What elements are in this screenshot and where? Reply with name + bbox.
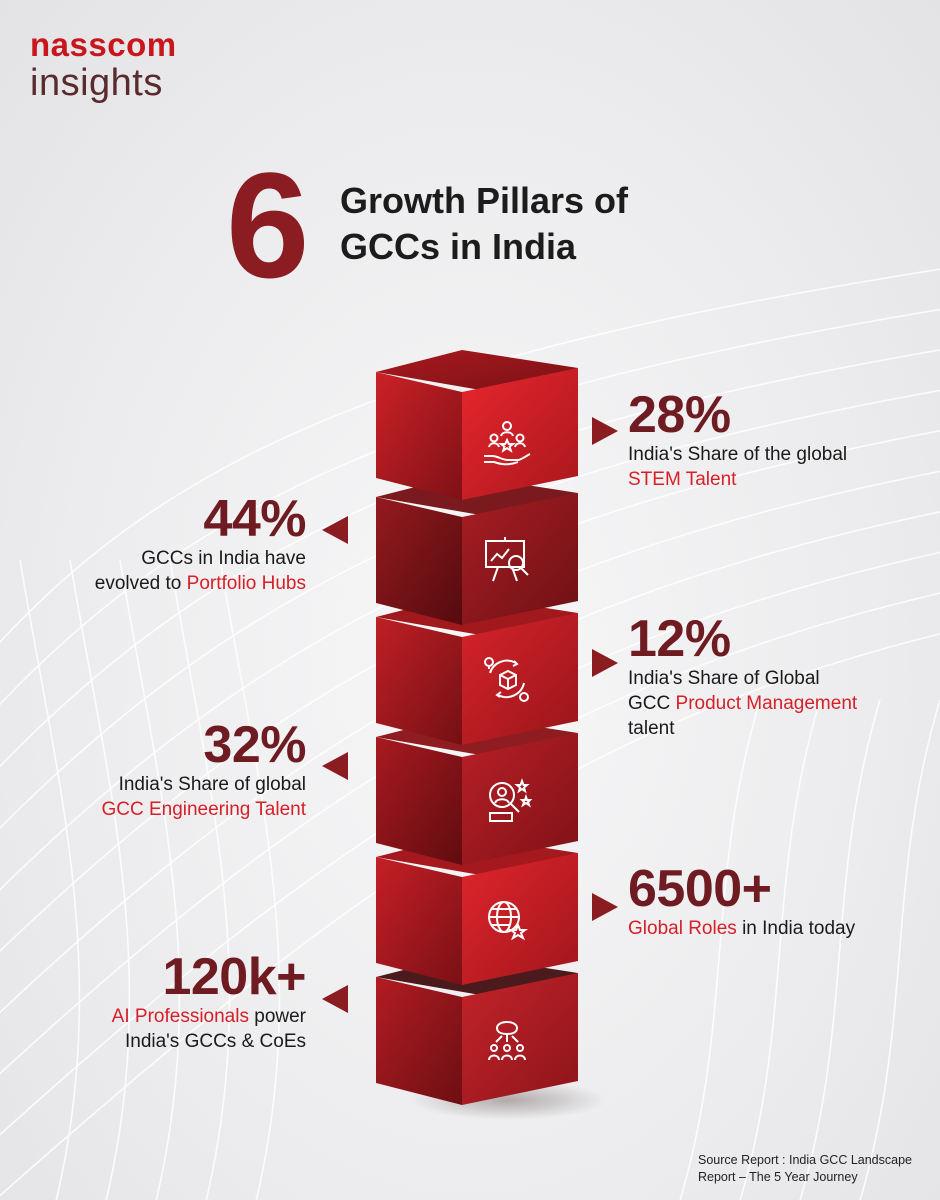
page-title: Growth Pillars of GCCs in India <box>340 178 628 270</box>
stat-engineering-talent: 32% India's Share of global GCC Engineer… <box>101 718 306 822</box>
arrow-pillar-6 <box>322 985 348 1013</box>
title-number: 6 <box>226 141 310 309</box>
stat-highlight: AI Professionals <box>111 1006 249 1027</box>
stat-value: 44% <box>203 490 306 548</box>
stat-highlight: Product Management <box>675 693 858 714</box>
stat-value: 28% <box>628 386 731 444</box>
arrow-pillar-4 <box>322 752 348 780</box>
arrow-pillar-3 <box>592 649 618 677</box>
stat-global-roles: 6500+ Global Roles in India today <box>628 862 855 941</box>
talent-hand-stars-icon <box>484 421 531 466</box>
stat-highlight: Portfolio Hubs <box>186 573 306 594</box>
stat-value: 120k+ <box>162 948 306 1006</box>
stat-description: India's Share of the global STEM Talent <box>628 444 848 490</box>
stat-description: India's Share of global GCC Engineering … <box>101 774 306 820</box>
pillar-block-1 <box>372 350 582 510</box>
stat-description: GCCs in India have evolved to Portfolio … <box>94 548 306 594</box>
stat-stem-talent: 28% India's Share of the global STEM Tal… <box>628 388 847 492</box>
stat-product-management: 12% India's Share of Global GCC Product … <box>628 612 857 741</box>
stat-ai-professionals: 120k+ AI Professionals power India's GCC… <box>111 948 307 1054</box>
logo-brand-text: nasscom <box>30 26 177 63</box>
title-line-1: Growth Pillars of <box>340 180 629 221</box>
globe-star-icon <box>488 901 528 941</box>
source-note: Source Report : India GCC Landscape Repo… <box>697 1153 912 1184</box>
arrow-pillar-1 <box>592 417 618 445</box>
stat-highlight: STEM Talent <box>628 469 737 490</box>
product-cycle-gear-icon <box>484 657 529 702</box>
stat-value: 32% <box>203 716 306 774</box>
presentation-analysis-icon <box>485 537 529 582</box>
pillar-stack <box>372 340 582 1105</box>
stat-description: India's Share of Global GCC Product Mana… <box>628 668 858 739</box>
ai-brain-people-icon <box>488 1021 526 1061</box>
stat-highlight: GCC Engineering Talent <box>101 799 306 820</box>
arrow-pillar-5 <box>592 893 618 921</box>
logo-sub-text: insights <box>30 62 163 104</box>
stat-value: 12% <box>628 610 731 668</box>
stat-highlight: Global Roles <box>628 918 737 939</box>
engineer-search-stars-icon <box>489 778 533 822</box>
nasscom-insights-logo: nasscom insights <box>30 26 177 104</box>
stat-portfolio-hubs: 44% GCCs in India have evolved to Portfo… <box>94 490 307 596</box>
title-line-2: GCCs in India <box>340 226 577 267</box>
arrow-pillar-2 <box>322 516 348 544</box>
stat-description: AI Professionals power India's GCCs & Co… <box>111 1006 306 1052</box>
stat-description: Global Roles in India today <box>628 918 856 939</box>
stat-value: 6500+ <box>628 860 772 918</box>
